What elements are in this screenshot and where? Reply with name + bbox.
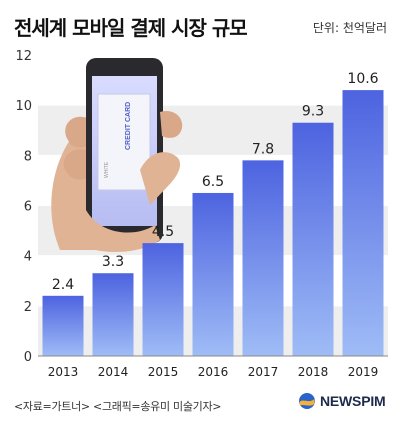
source-credit: <자료=가트너> <그래픽=송유미 미술기자> bbox=[14, 400, 222, 413]
bar-2016 bbox=[192, 192, 234, 356]
y-axis-ticks: 0 2 4 6 8 10 12 bbox=[15, 49, 32, 365]
card-text: CREDIT CARD bbox=[125, 102, 132, 150]
card-small-text: WHITE bbox=[104, 161, 110, 178]
value-labels: 2.4 3.3 4.5 6.5 7.8 9.3 10.6 bbox=[52, 71, 379, 293]
bar-2019 bbox=[342, 90, 384, 356]
logo-text: NEWSPIM bbox=[320, 393, 386, 409]
bar-2017 bbox=[242, 160, 284, 356]
x-tick-label-2015: 2015 bbox=[148, 365, 179, 379]
bar-2018 bbox=[292, 122, 334, 356]
value-label-2017: 7.8 bbox=[252, 141, 274, 157]
value-label-2016: 6.5 bbox=[202, 174, 224, 190]
bar-2014 bbox=[92, 273, 134, 356]
bar-2015 bbox=[142, 243, 184, 356]
y-tick-label: 10 bbox=[15, 99, 32, 114]
value-label-2015: 4.5 bbox=[152, 224, 174, 240]
y-tick-label: 2 bbox=[24, 300, 32, 315]
y-tick-label: 12 bbox=[15, 49, 32, 64]
x-tick-label-2019: 2019 bbox=[348, 365, 379, 379]
bar-2013 bbox=[42, 295, 84, 356]
x-tick-label-2016: 2016 bbox=[198, 365, 229, 379]
newspim-logo: NEWSPIM bbox=[298, 392, 386, 410]
y-tick-label: 6 bbox=[24, 200, 32, 215]
value-label-2014: 3.3 bbox=[102, 254, 124, 270]
x-axis-ticks: 2013 2014 2015 2016 2017 2018 2019 bbox=[48, 365, 379, 379]
y-tick-label: 4 bbox=[24, 250, 32, 265]
value-label-2018: 9.3 bbox=[302, 104, 324, 120]
x-tick-label-2014: 2014 bbox=[98, 365, 129, 379]
chart-title: 전세계 모바일 결제 시장 규모 bbox=[14, 16, 248, 40]
x-tick-label-2018: 2018 bbox=[298, 365, 329, 379]
y-tick-label: 0 bbox=[24, 350, 32, 365]
value-label-2019: 10.6 bbox=[347, 71, 378, 87]
value-label-2013: 2.4 bbox=[52, 277, 74, 293]
bars bbox=[42, 90, 384, 356]
x-tick-label-2017: 2017 bbox=[248, 365, 279, 379]
newspim-globe-icon bbox=[299, 393, 315, 409]
hand-holding-phone-illustration: CREDIT CARD WHITE bbox=[51, 58, 183, 252]
unit-label: 단위: 천억달러 bbox=[312, 21, 387, 35]
x-tick-label-2013: 2013 bbox=[48, 365, 79, 379]
y-tick-label: 8 bbox=[24, 149, 32, 164]
